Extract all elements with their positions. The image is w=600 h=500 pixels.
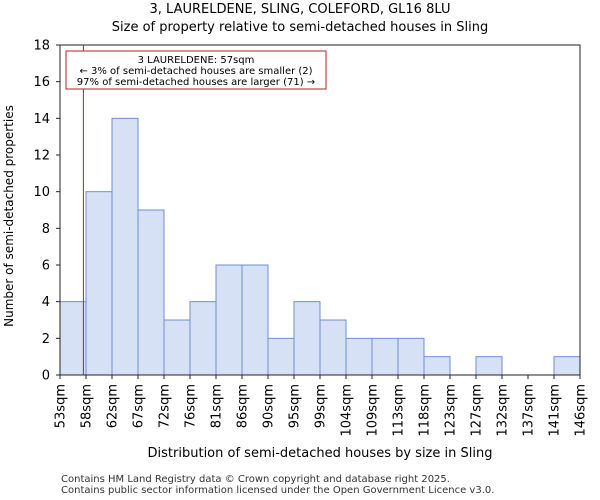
bar-58sqm xyxy=(85,191,113,376)
x-tick-label: 123sqm xyxy=(444,384,459,437)
bars-group xyxy=(59,117,581,376)
x-tick-label: 104sqm xyxy=(340,384,355,437)
y-tick-label: 14 xyxy=(33,112,50,127)
x-axis-ticks: 53sqm 58sqm 62sqm 67sqm 72sqm 76sqm 81sqm 86sqm… xyxy=(54,375,589,437)
y-axis-label: Number of semi-detached properties xyxy=(2,105,16,327)
annotation-box: 3 LAURELDENE: 57sqm← 3% of semi-detached… xyxy=(65,50,327,90)
y-tick-label: 18 xyxy=(33,39,50,54)
x-tick-label: 95sqm xyxy=(288,384,303,428)
bar-127sqm xyxy=(475,356,503,376)
bar-67sqm xyxy=(137,209,165,376)
bar-109sqm xyxy=(371,337,399,376)
histogram-chart: 0 2 4 6 8 10 12 14 16 18 53sqm 58sqm 62sqm 67sqm 72sq… xyxy=(2,39,589,462)
annotation-line-2: ← 3% of semi-detached houses are smaller… xyxy=(79,66,312,77)
x-tick-label: 76sqm xyxy=(184,384,199,428)
x-tick-label: 72sqm xyxy=(158,384,173,428)
x-tick-label: 58sqm xyxy=(80,384,95,428)
x-tick-label: 86sqm xyxy=(236,384,251,428)
chart-subtitle: Size of property relative to semi-detach… xyxy=(111,20,489,35)
annotation-border xyxy=(65,50,327,90)
bar-76sqm xyxy=(189,301,217,376)
bar-95sqm xyxy=(293,301,321,376)
footer-line-2: Contains public sector information licen… xyxy=(61,485,495,496)
y-tick-label: 12 xyxy=(33,149,50,164)
chart-title: 3, LAURELDENE, SLING, COLEFORD, GL16 8LU xyxy=(149,2,451,17)
x-tick-label: 113sqm xyxy=(392,384,407,437)
x-tick-label: 62sqm xyxy=(106,384,121,428)
x-tick-label: 146sqm xyxy=(574,384,589,437)
footer-line-1: Contains HM Land Registry data © Crown c… xyxy=(61,474,450,485)
y-tick-label: 16 xyxy=(33,75,50,90)
y-tick-label: 2 xyxy=(42,332,50,347)
bar-86sqm xyxy=(241,264,269,376)
x-tick-label: 99sqm xyxy=(314,384,329,428)
y-tick-label: 4 xyxy=(42,295,50,310)
y-tick-label: 8 xyxy=(42,222,50,237)
bar-62sqm xyxy=(111,117,139,376)
annotation-line-1: 3 LAURELDENE: 57sqm xyxy=(138,55,255,66)
bar-53sqm xyxy=(59,301,87,376)
x-tick-label: 67sqm xyxy=(132,384,147,428)
x-tick-label: 141sqm xyxy=(548,384,563,437)
x-tick-label: 132sqm xyxy=(496,384,511,437)
y-axis-ticks: 0 2 4 6 8 10 12 14 16 18 xyxy=(33,39,60,384)
x-tick-label: 109sqm xyxy=(366,384,381,437)
y-tick-label: 0 xyxy=(42,369,50,384)
annotation-line-3: 97% of semi-detached houses are larger (… xyxy=(77,77,315,88)
x-tick-label: 81sqm xyxy=(210,384,225,428)
y-tick-label: 6 xyxy=(42,259,50,274)
bar-81sqm xyxy=(215,264,243,376)
bar-90sqm xyxy=(267,337,295,376)
x-tick-label: 118sqm xyxy=(418,384,433,437)
bar-72sqm xyxy=(163,319,191,376)
x-axis-label: Distribution of semi-detached houses by … xyxy=(148,446,493,461)
bar-118sqm xyxy=(423,356,451,376)
x-tick-label: 90sqm xyxy=(262,384,277,428)
bar-141sqm xyxy=(553,356,581,376)
x-tick-label: 127sqm xyxy=(470,384,485,437)
bar-99sqm xyxy=(319,319,347,376)
x-tick-label: 137sqm xyxy=(522,384,537,437)
bar-104sqm xyxy=(345,337,373,376)
y-tick-label: 10 xyxy=(33,185,50,200)
bar-113sqm xyxy=(397,337,425,376)
x-tick-label: 53sqm xyxy=(54,384,69,428)
